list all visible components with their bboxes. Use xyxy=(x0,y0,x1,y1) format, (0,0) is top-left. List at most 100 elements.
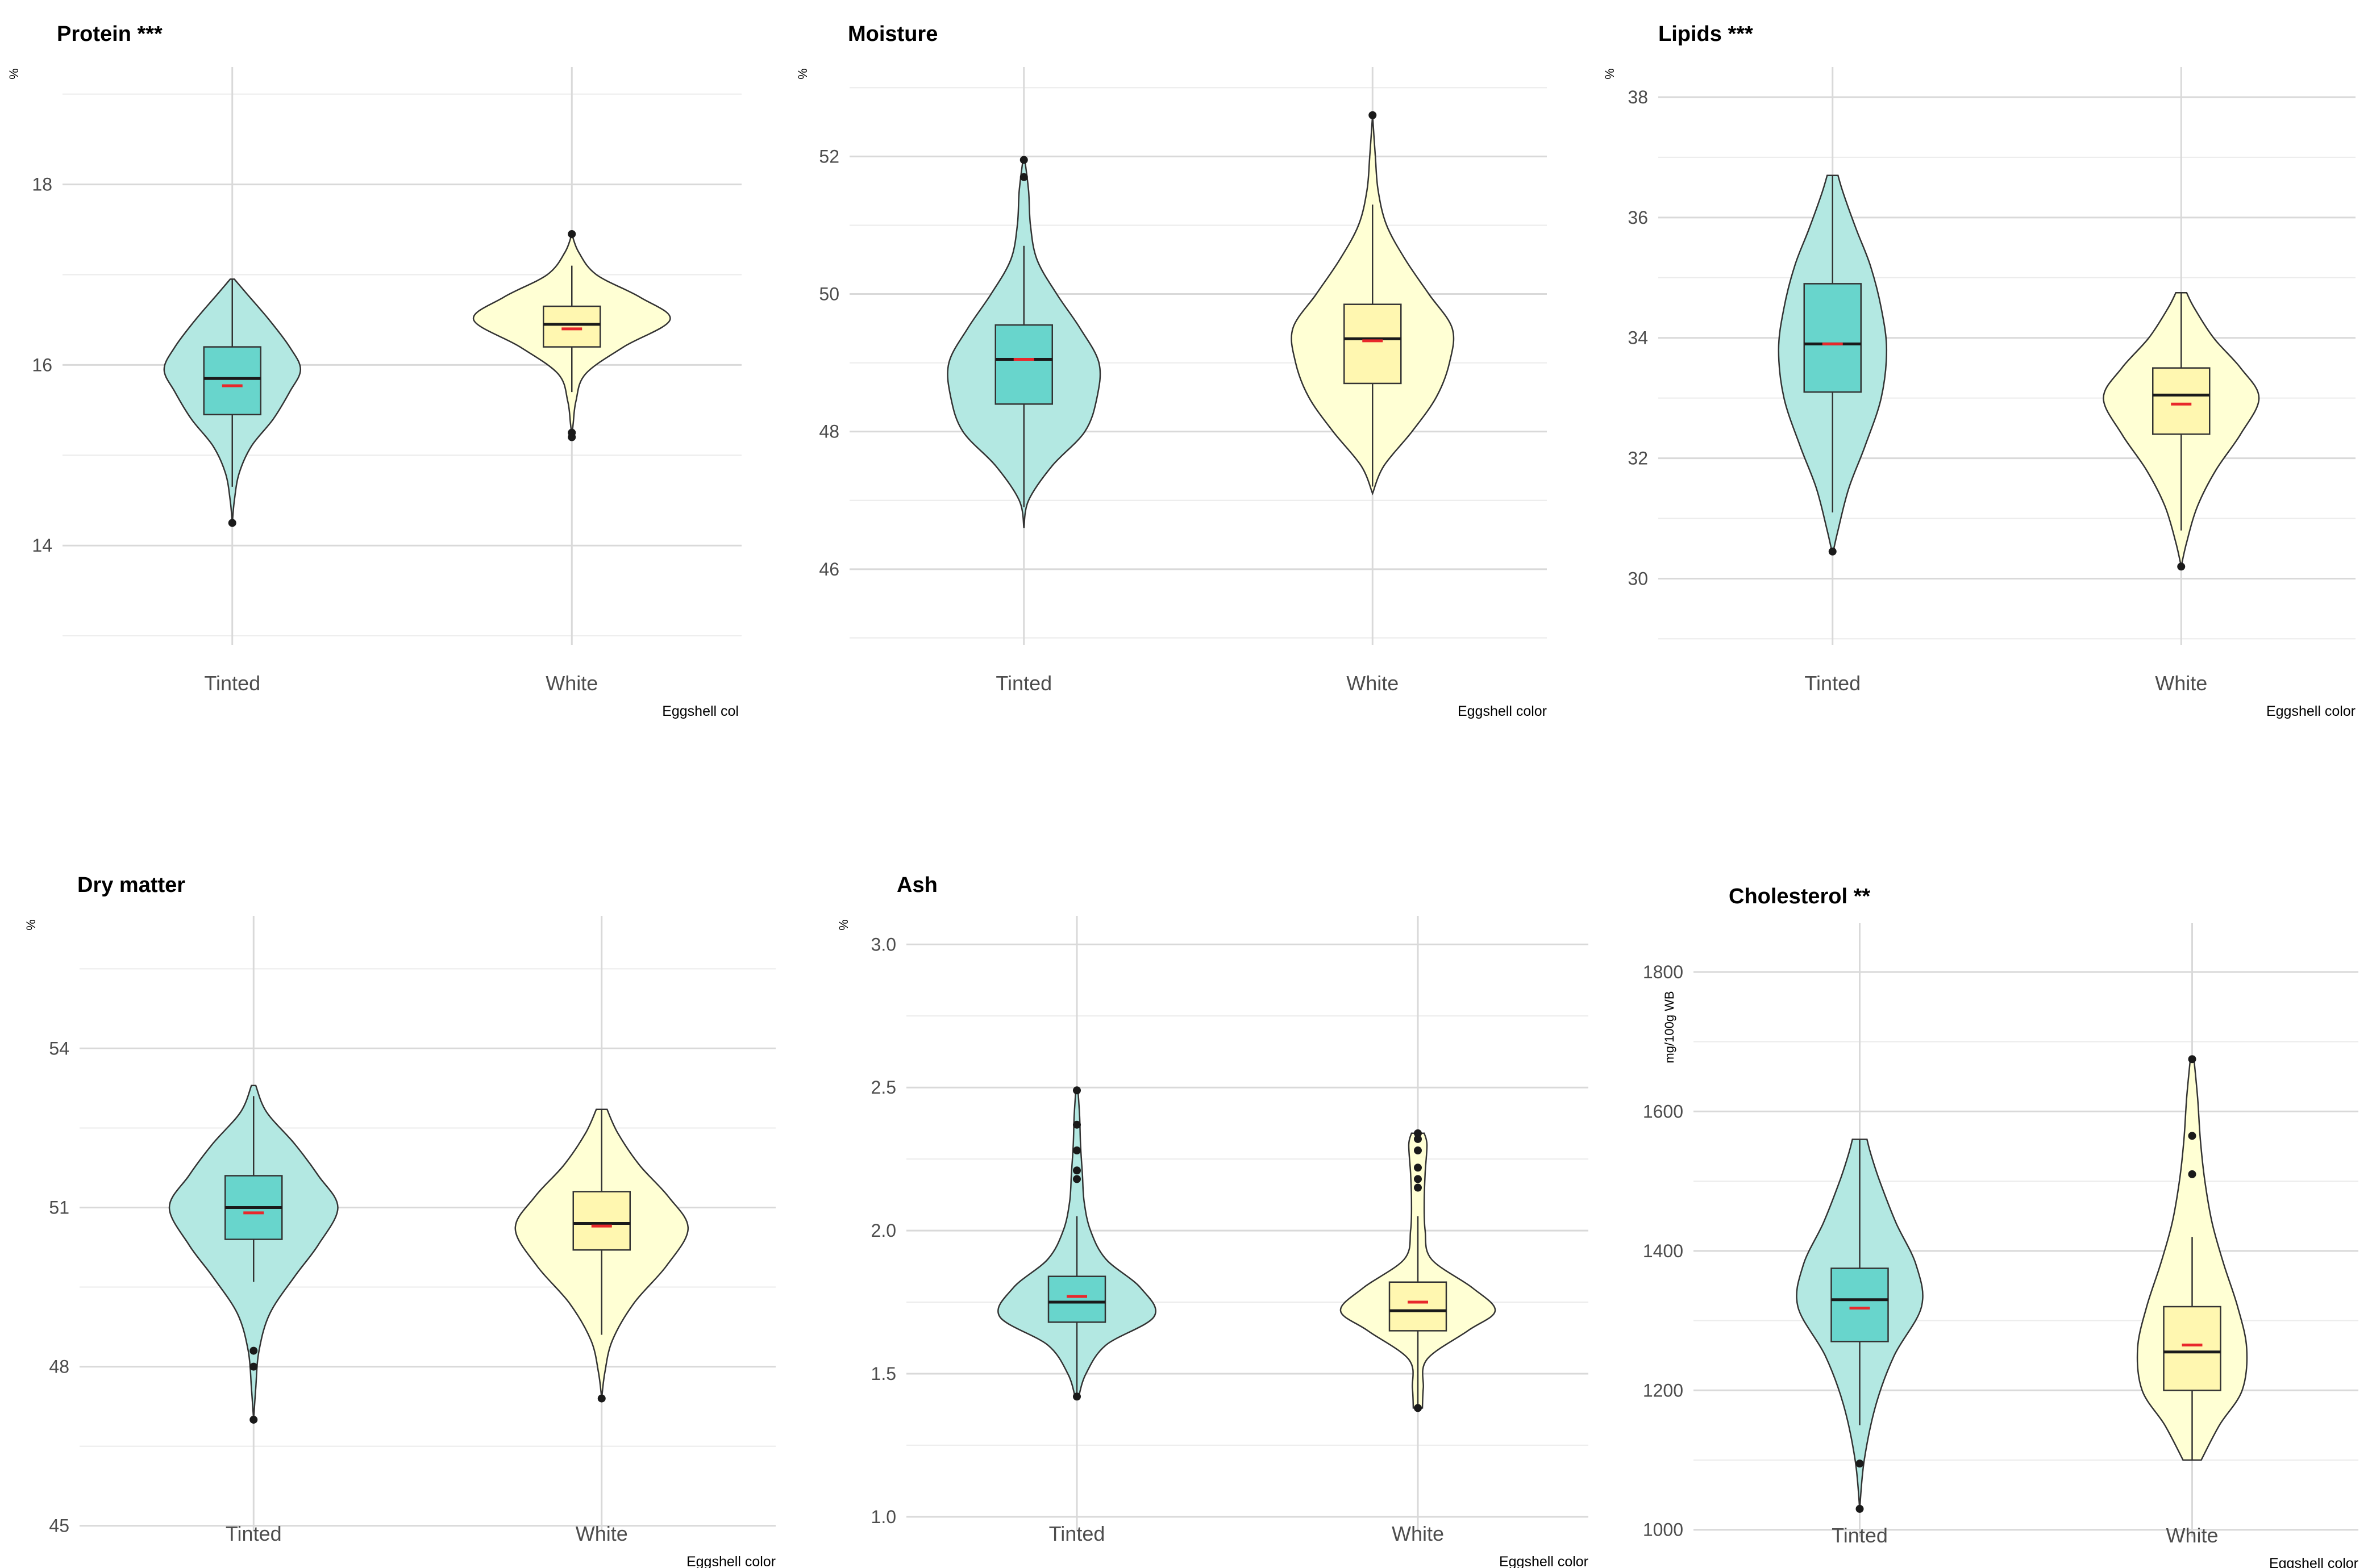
panel-1: 46 48 50 52 Moisture% Eggshell color Tinted Whi… xyxy=(796,22,1547,719)
box-white xyxy=(543,305,601,348)
panel-title: Protein *** xyxy=(57,22,163,46)
outlier-point xyxy=(2188,1055,2196,1064)
outlier-point xyxy=(2177,562,2186,571)
y-tick-label: 2.0 xyxy=(871,1220,896,1241)
category-label: White xyxy=(546,672,598,695)
box-white xyxy=(2163,1306,2221,1391)
y-tick-label: 1000 xyxy=(1643,1520,1683,1540)
y-tick-label: 30 xyxy=(1628,568,1648,589)
category-label: Tinted xyxy=(1804,672,1861,695)
outlier-point xyxy=(1073,1086,1081,1095)
outlier-point xyxy=(1855,1459,1864,1468)
category-label: Tinted xyxy=(226,1522,282,1545)
panel-title: Ash xyxy=(897,873,938,897)
box-tinted xyxy=(1803,283,1862,393)
x-axis-label: Eggshell color xyxy=(686,1554,776,1568)
x-axis-label: Eggshell col xyxy=(662,703,739,719)
y-tick-label: 51 xyxy=(49,1197,69,1217)
panel-title: Cholesterol ** xyxy=(1729,885,1870,908)
outlier-point xyxy=(2188,1170,2196,1178)
box-tinted xyxy=(203,346,261,416)
panel-title: Dry matter xyxy=(77,873,185,897)
box-tinted xyxy=(1047,1275,1106,1323)
category-label: Tinted xyxy=(1832,1524,1888,1547)
y-tick-label: 1200 xyxy=(1643,1380,1683,1400)
y-tick-label: 50 xyxy=(819,284,839,305)
y-tick-label: 1.0 xyxy=(871,1507,896,1527)
panel-title: Moisture xyxy=(848,22,938,46)
y-axis-label: % xyxy=(24,919,38,931)
outlier-point xyxy=(249,1362,258,1371)
category-label: Tinted xyxy=(1049,1522,1105,1545)
outlier-point xyxy=(568,428,576,437)
y-tick-label: 18 xyxy=(32,174,52,195)
box-tinted xyxy=(994,324,1053,405)
y-tick-label: 34 xyxy=(1628,328,1648,348)
box-tinted xyxy=(1830,1267,1889,1342)
outlier-point xyxy=(597,1394,606,1403)
category-label: White xyxy=(2166,1524,2218,1547)
box-white xyxy=(1343,303,1402,385)
outlier-point xyxy=(1414,1146,1422,1155)
outlier-point xyxy=(1414,1164,1422,1172)
y-tick-label: 3.0 xyxy=(871,934,896,954)
category-label: White xyxy=(2155,672,2207,695)
y-axis-label: % xyxy=(796,68,810,80)
y-axis-label: % xyxy=(7,68,21,80)
y-axis-label: % xyxy=(837,919,851,931)
x-axis-label: Eggshell color xyxy=(2269,1556,2358,1568)
y-tick-label: 1.5 xyxy=(871,1363,896,1384)
box-white xyxy=(2152,367,2211,435)
panel-2: 30 32 34 36 38 Lipids ***% Eggshell color Tinte… xyxy=(1603,22,2356,719)
outlier-point xyxy=(1073,1120,1081,1129)
y-axis-label: mg/100g WB xyxy=(1662,991,1676,1063)
y-tick-label: 46 xyxy=(819,559,839,579)
outlier-point xyxy=(1073,1146,1081,1155)
outlier-point xyxy=(2188,1132,2196,1140)
y-tick-label: 48 xyxy=(819,422,839,442)
y-tick-label: 1600 xyxy=(1643,1101,1683,1121)
y-tick-label: 32 xyxy=(1628,448,1648,469)
category-label: White xyxy=(1346,672,1399,695)
box-white xyxy=(1388,1281,1447,1332)
panel-title: Lipids *** xyxy=(1658,22,1753,46)
y-tick-label: 38 xyxy=(1628,87,1648,107)
panel-4: 1.0 1.5 2.0 2.5 3.0 Ash% Eggshell color Tinted W… xyxy=(837,873,1588,1568)
panel-3: 45 48 51 54 Dry matter% Eggshell color Tinted W… xyxy=(24,873,776,1568)
y-tick-label: 54 xyxy=(49,1038,69,1058)
y-tick-label: 48 xyxy=(49,1357,69,1377)
panel-0: 14 16 18 Protein ***% Eggshell col Tinted Whit… xyxy=(7,22,742,719)
outlier-point xyxy=(1855,1504,1864,1513)
category-label: Tinted xyxy=(204,672,260,695)
y-axis-label: % xyxy=(1603,68,1617,80)
y-tick-label: 45 xyxy=(49,1516,69,1536)
outlier-point xyxy=(1414,1183,1422,1192)
outlier-point xyxy=(1414,1135,1422,1143)
outlier-point xyxy=(228,519,236,527)
category-label: Tinted xyxy=(996,672,1052,695)
x-axis-label: Eggshell color xyxy=(1458,703,1547,719)
outlier-point xyxy=(1073,1166,1081,1175)
outlier-point xyxy=(1414,1129,1422,1137)
outlier-point xyxy=(249,1346,258,1355)
outlier-point xyxy=(249,1415,258,1424)
y-tick-label: 16 xyxy=(32,355,52,375)
category-label: White xyxy=(576,1522,628,1545)
outlier-point xyxy=(1019,173,1028,181)
y-tick-label: 2.5 xyxy=(871,1077,896,1098)
outlier-point xyxy=(568,230,576,238)
category-label: White xyxy=(1392,1522,1444,1545)
y-tick-label: 14 xyxy=(32,535,52,556)
outlier-point xyxy=(1073,1392,1081,1401)
y-tick-label: 1800 xyxy=(1643,962,1683,982)
outlier-point xyxy=(1073,1175,1081,1183)
y-tick-label: 1400 xyxy=(1643,1241,1683,1261)
box-white xyxy=(572,1191,631,1251)
outlier-point xyxy=(1414,1404,1422,1412)
y-tick-label: 36 xyxy=(1628,207,1648,228)
y-tick-label: 52 xyxy=(819,146,839,166)
outlier-point xyxy=(1368,111,1377,119)
x-axis-label: Eggshell color xyxy=(2266,703,2356,719)
x-axis-label: Eggshell color xyxy=(1499,1554,1588,1568)
